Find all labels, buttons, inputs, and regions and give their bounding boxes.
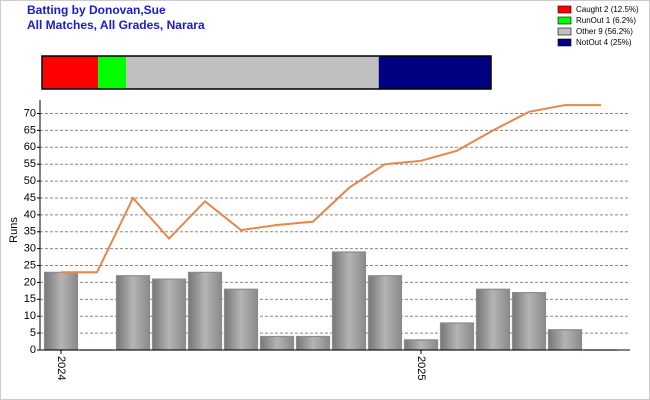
x-tick-label: 2025 <box>415 356 427 380</box>
bar <box>187 271 223 351</box>
bar <box>43 271 79 351</box>
y-tick-label: 15 <box>24 293 36 305</box>
bar <box>151 278 187 351</box>
y-tick-label: 55 <box>24 158 36 170</box>
legend-label: RunOut 1 (6.2%) <box>576 16 636 25</box>
dismissal-border <box>41 55 492 90</box>
legend-swatch <box>557 27 572 36</box>
dismissal-segment <box>98 56 127 89</box>
legend-label: Other 9 (56.2%) <box>576 27 633 36</box>
bar <box>439 322 475 351</box>
legend-label: NotOut 4 (25%) <box>576 38 632 47</box>
bar <box>403 339 439 351</box>
y-tick-label: 20 <box>24 276 36 288</box>
bar <box>331 251 367 351</box>
y-tick-label: 25 <box>24 259 36 271</box>
y-tick-label: 65 <box>24 124 36 136</box>
legend-label: Caught 2 (12.5%) <box>576 5 639 14</box>
bar <box>367 275 403 351</box>
dismissal-segment <box>126 56 379 89</box>
bar <box>475 288 511 351</box>
bar <box>115 275 151 351</box>
y-tick-label: 60 <box>24 141 36 153</box>
legend-swatch <box>557 16 572 25</box>
dismissal-segment <box>42 56 99 89</box>
bar <box>259 335 295 351</box>
bar <box>295 335 331 351</box>
x-tick-label: 2024 <box>55 356 67 380</box>
legend-swatch <box>557 38 572 47</box>
bar <box>511 291 547 351</box>
y-tick-label: 50 <box>24 175 36 187</box>
line-series <box>61 104 601 274</box>
y-tick-label: 40 <box>24 209 36 221</box>
y-tick-label: 35 <box>24 226 36 238</box>
y-tick-label: 0 <box>30 344 36 356</box>
chart-subtitle: All Matches, All Grades, Narara <box>27 18 205 32</box>
y-tick-label: 70 <box>24 107 36 119</box>
y-tick-label: 10 <box>24 310 36 322</box>
y-tick-label: 5 <box>30 327 36 339</box>
y-tick-label: 45 <box>24 192 36 204</box>
legend-swatch <box>557 5 572 14</box>
chart-title: Batting by Donovan,Sue <box>27 3 166 17</box>
y-tick-label: 30 <box>24 243 36 255</box>
bar <box>547 329 583 351</box>
y-axis-label: Runs <box>8 217 20 243</box>
bar <box>223 288 259 351</box>
dismissal-segment <box>378 56 491 89</box>
